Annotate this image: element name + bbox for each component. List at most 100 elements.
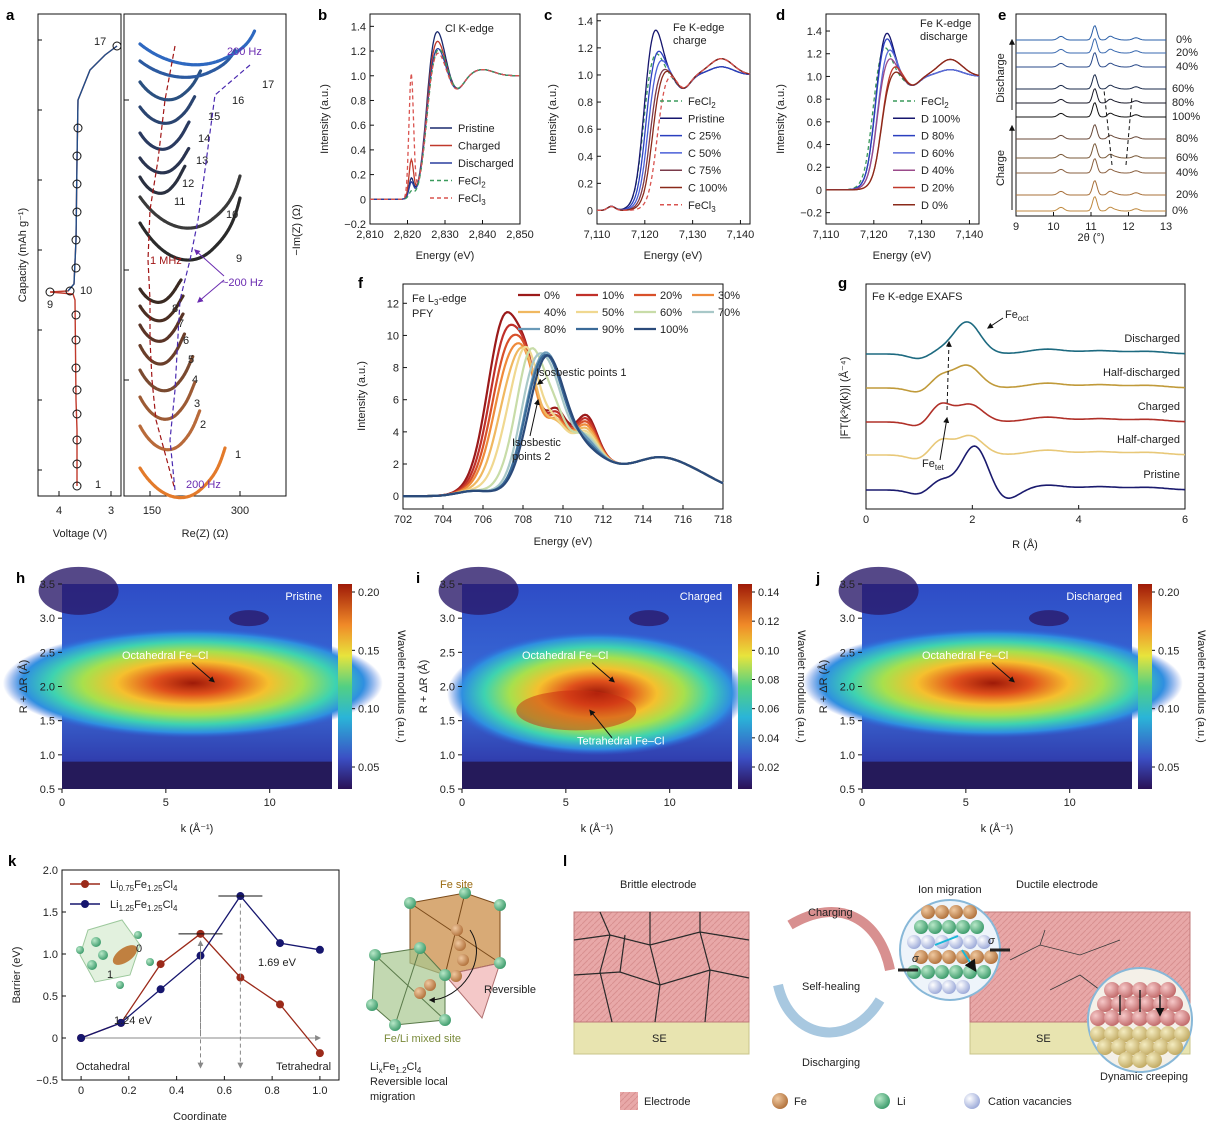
c-legend-3: C 50% <box>688 148 721 160</box>
d-ytick-label-3: 0.4 <box>807 140 822 152</box>
l-creep-yellow-0 <box>1090 1026 1106 1042</box>
l-creep-yellow-9 <box>1125 1039 1141 1055</box>
i-cbar-title: Wavelet modulus (a.u.) <box>795 630 807 743</box>
j-tag: Discharged <box>1066 591 1122 603</box>
b-xtick-label-0: 2,810 <box>356 229 384 241</box>
capacity-ylabel: Capacity (mAh g⁻¹) <box>17 208 29 302</box>
k-ytick-label-1: 0 <box>52 1033 58 1045</box>
e-label-4: 80% <box>1172 97 1194 109</box>
k-point-0-5 <box>276 1000 285 1009</box>
voltage-point-7 <box>71 335 81 345</box>
h-ylabel: R + ΔR (Å) <box>17 660 30 714</box>
l-bubble-ball-4 <box>914 920 928 934</box>
nyquist-label-6: 6 <box>183 335 189 347</box>
f-xtick-label-3: 708 <box>514 514 532 526</box>
l-discharging: Discharging <box>802 1057 860 1069</box>
l-bubble-ball-3 <box>963 905 977 919</box>
k-point-0-2 <box>156 960 165 969</box>
l-se-left-text: SE <box>652 1033 667 1045</box>
e-xtick-label-1: 10 <box>1047 221 1059 233</box>
k-e2: 1.69 eV <box>258 957 297 969</box>
panel-k-label: k <box>8 853 17 870</box>
l-creep-pink-8 <box>1139 996 1155 1012</box>
nyquist-arc-14 <box>138 94 197 125</box>
i-cbar-label-4: 0.06 <box>758 704 779 716</box>
f-xlabel: Energy (eV) <box>534 536 593 548</box>
g-trace-label-1: Half-discharged <box>1103 367 1180 379</box>
b-ytick-label-3: 0.4 <box>351 145 366 157</box>
g-trace-label-4: Pristine <box>1143 469 1180 481</box>
k-point-1-2 <box>156 985 165 994</box>
d-xtick-label-1: 7,120 <box>860 229 888 241</box>
c-axes-frame <box>596 13 751 225</box>
i-ytick-label-3: 2.0 <box>440 682 455 694</box>
e-pattern-2 <box>1016 51 1166 68</box>
l-bubble-ball-25 <box>963 965 977 979</box>
c-title-2: charge <box>673 35 707 47</box>
d-axes-frame <box>825 13 980 225</box>
c-ytick-label-1: 0.2 <box>578 178 593 190</box>
e-pattern-4 <box>1016 87 1166 104</box>
d-legend: FeCl2 D 100% D 80% D 60% D 40% D 20% D 0% <box>893 96 960 212</box>
h-colorbar <box>338 584 352 789</box>
f-ticks: 702 704 706 708 710 712 714 716 718 0 2 4 6 8 10 12 <box>387 298 732 526</box>
voltage-point-3 <box>72 435 82 445</box>
voltage-point-11 <box>71 263 81 273</box>
j-cbar-label-3: 0.05 <box>1158 762 1179 774</box>
l-migration-arrows <box>934 935 975 970</box>
nyquist-arc-9 <box>138 196 242 262</box>
j-ytick-label-0: 0.5 <box>840 784 855 796</box>
i-xlabel: k (Å⁻¹) <box>581 822 614 835</box>
d-curve-6 <box>826 58 980 191</box>
b-ytick-label-7: 1.2 <box>351 46 366 58</box>
l-brittle: Brittle electrode <box>620 879 696 891</box>
nyquist-label-2: 2 <box>200 419 206 431</box>
g-curve-1 <box>866 364 1186 393</box>
c-ticks: 7,110 7,120 7,130 7,140 0 0.2 0.4 0.6 0.8 1.0 1.2 1… <box>578 16 755 241</box>
v-tick-4: 4 <box>56 505 62 517</box>
e-peak-shift-2 <box>1125 95 1133 166</box>
g-xlabel: R (Å) <box>1012 538 1038 551</box>
c-ytick-label-0: 0 <box>587 205 593 217</box>
panel-d: d Fe K-edge discharge 7,110 7,120 7,130 7,1… <box>775 7 983 262</box>
b-legend-1: Charged <box>458 141 500 153</box>
l-bubble-ball-7 <box>956 920 970 934</box>
nyquist-label-1: 1 <box>235 449 241 461</box>
i-xtick-label-2: 10 <box>664 797 676 809</box>
voltage-point-10 <box>65 286 75 296</box>
nyquist-arc-8 <box>138 278 183 304</box>
l-bubble-ball-17 <box>942 950 956 964</box>
k-polyhedra <box>366 887 506 1031</box>
e-xtick-label-3: 12 <box>1122 221 1134 233</box>
f-legend: 0% 10% 20% 30% 40% 50% 60% 70% 80% 90% 100% <box>518 290 740 336</box>
panel-j: j 0 5 10 0.5 1.0 1.5 2.0 2.5 3.0 3.5 k (Å⁻¹) R + ΔR … <box>802 566 1207 835</box>
c-xtick-label-1: 7,120 <box>631 229 659 241</box>
f-iso2-arrow <box>529 398 540 437</box>
i-annotation-2: Tetrahedral Fe–Cl <box>577 736 664 748</box>
c-xtick-label-3: 7,140 <box>727 229 755 241</box>
nyquist-label-4: 4 <box>192 374 198 386</box>
c-curves <box>597 29 751 212</box>
f-xtick-label-7: 716 <box>674 514 692 526</box>
f-ytick-label-2: 4 <box>393 427 399 439</box>
d-ytick-label-7: 1.2 <box>807 49 822 61</box>
i-annotation: Octahedral Fe–Cl <box>522 650 608 662</box>
h-ytick-label-4: 2.5 <box>40 647 55 659</box>
l-creep-pink-5 <box>1097 996 1113 1012</box>
voltage-point-13 <box>72 207 82 217</box>
charge-curve-red <box>49 45 118 486</box>
f-xtick-label-1: 704 <box>434 514 452 526</box>
f-legend-3: 30% <box>718 290 740 302</box>
h-ytick-label-6: 3.5 <box>40 579 55 591</box>
voltage-points <box>45 41 122 491</box>
i-ylabel: R + ΔR (Å) <box>417 660 430 714</box>
k-tet: Tetrahedral <box>276 1061 331 1073</box>
v-tick-3: 3 <box>108 505 114 517</box>
l-sigma-2: σ <box>912 953 919 965</box>
h-cbar-label-3: 0.05 <box>358 762 379 774</box>
j-xtick-label-1: 5 <box>963 797 969 809</box>
h-cbar-label-2: 0.10 <box>358 704 379 716</box>
voltage-xlabel: Voltage (V) <box>53 528 107 540</box>
l-creep-pink-13 <box>1118 1010 1134 1026</box>
l-creep-pink-12 <box>1104 1010 1120 1026</box>
